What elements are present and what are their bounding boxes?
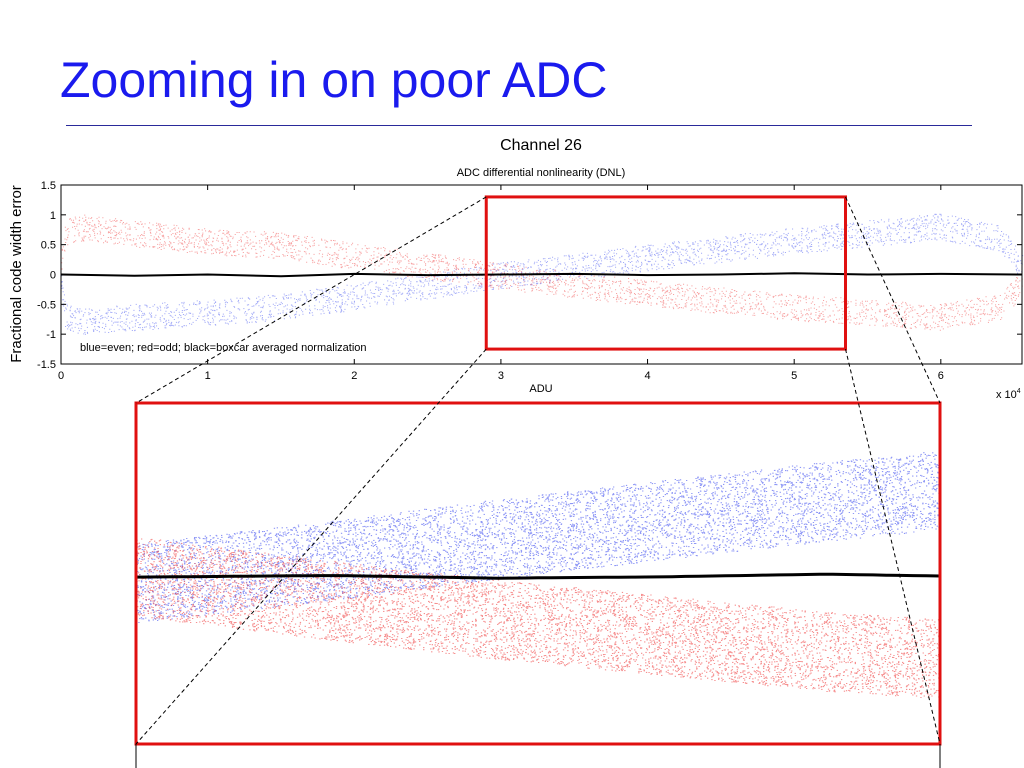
y-tick-label: 1.5: [41, 180, 56, 192]
top-average-line: [60, 272, 1023, 278]
x-tick-label: 6: [938, 370, 944, 382]
top-scatter-layer: [61, 213, 1024, 335]
top-even-points: [61, 213, 1024, 335]
zoom-even-points: [136, 450, 942, 624]
x-axis-multiplier-base: x 10: [996, 389, 1017, 401]
chart-super-title: Channel 26: [500, 137, 582, 154]
title-divider: [66, 125, 972, 126]
connector-bottom-right: [845, 348, 941, 745]
zoom-highlight-box: [484, 195, 848, 351]
zoom-panel-frame: [134, 401, 942, 746]
connector-top-right: [845, 196, 941, 404]
zoom-scatter-layer: [136, 450, 942, 699]
x-tick-label: 1: [205, 370, 211, 382]
y-tick-label: -1: [46, 329, 56, 341]
x-axis-label: ADU: [529, 383, 552, 395]
zoom-average-line: [135, 572, 941, 580]
connector-top-left: [135, 196, 487, 404]
y-tick-label: 1: [50, 210, 56, 222]
zoom-connector-lines: [135, 196, 941, 745]
y-tick-label: 0: [50, 270, 56, 282]
x-axis-multiplier-exp: 4: [1017, 388, 1021, 395]
top-odd-points: [61, 214, 1023, 331]
y-tick-label: 0.5: [41, 240, 56, 252]
chart-title: ADC differential nonlinearity (DNL): [457, 167, 626, 179]
y-axis-label: Fractional code width error: [8, 185, 25, 363]
connector-bottom-left: [135, 348, 487, 745]
x-tick-label: 4: [644, 370, 650, 382]
y-ticks: 1.5 1 0.5 0 -0.5 -1 -1.5: [37, 180, 1022, 371]
x-tick-label: 2: [351, 370, 357, 382]
zoom-odd-points: [136, 538, 942, 699]
x-tick-label: 3: [498, 370, 504, 382]
y-tick-label: -0.5: [37, 299, 56, 311]
slide-title: Zooming in on poor ADC: [60, 52, 608, 108]
x-tick-label: 0: [58, 370, 64, 382]
legend-text: blue=even; red=odd; black=boxcar average…: [80, 342, 367, 354]
x-tick-label: 5: [791, 370, 797, 382]
x-ticks: 0 1 2 3 4 5 6: [58, 185, 944, 382]
x-axis-multiplier: x 104: [996, 388, 1021, 401]
y-tick-label: -1.5: [37, 359, 56, 371]
